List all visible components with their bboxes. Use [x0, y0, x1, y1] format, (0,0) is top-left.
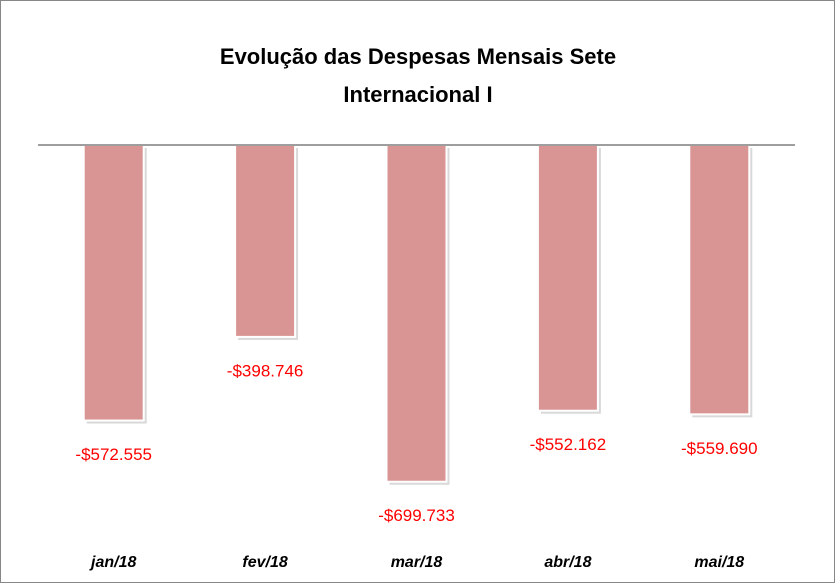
- bar: [234, 144, 297, 338]
- data-label: -$572.555: [75, 445, 152, 464]
- data-label: -$398.746: [227, 361, 304, 380]
- bar: [82, 144, 145, 422]
- chart-title: Evolução das Despesas Mensais Sete Inter…: [219, 44, 617, 107]
- bar: [688, 144, 751, 416]
- bar: [536, 144, 599, 412]
- x-tick-label: mar/18: [391, 554, 443, 571]
- x-tick-label: fev/18: [242, 554, 287, 571]
- data-label: -$699.733: [378, 506, 455, 525]
- bar: [385, 144, 448, 483]
- data-label: -$552.162: [530, 435, 607, 454]
- x-tick-label: mai/18: [694, 554, 744, 571]
- data-label: -$559.690: [681, 439, 758, 458]
- x-tick-label: jan/18: [89, 554, 136, 571]
- x-tick-label: abr/18: [544, 554, 591, 571]
